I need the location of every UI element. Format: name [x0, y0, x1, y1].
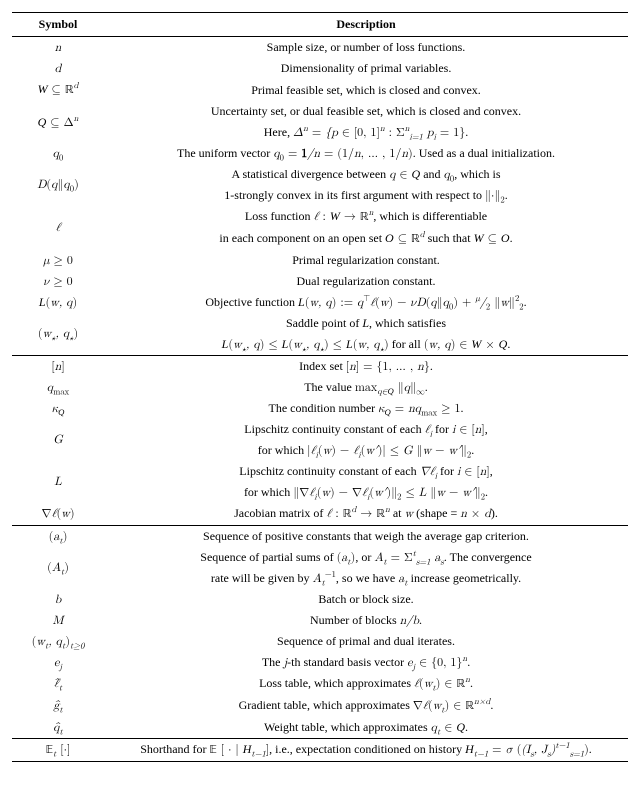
table-row: G Lipschitz continuity constant of each … [12, 419, 628, 440]
table-row: q0 The uniform vector q0 = 1/n = (1/n, …… [12, 143, 628, 164]
table-row: κQ The condition number κQ = nqmax ≥ 1. [12, 398, 628, 419]
table-row: Q ⊆ Δn Uncertainty set, or dual feasible… [12, 101, 628, 122]
desc-cell: Sample size, or number of loss functions… [104, 37, 628, 59]
desc-cell: Batch or block size. [104, 589, 628, 610]
table-row: d Dimensionality of primal variables. [12, 58, 628, 79]
table-row: μ ≥ 0 Primal regularization constant. [12, 250, 628, 271]
table-row: Here, Δn = {p ∈ [0, 1]n : Σni=1 pi = 1}. [12, 122, 628, 143]
table-row: (at) Sequence of positive constants that… [12, 526, 628, 547]
table-row: n Sample size, or number of loss functio… [12, 37, 628, 59]
table-row: M Number of blocks n/b. [12, 610, 628, 631]
desc-cell: Dimensionality of primal variables. [104, 58, 628, 79]
table-row: ℓ̂t Loss table, which approximates ℓ(wt)… [12, 673, 628, 695]
table-row: ĝt Gradient table, which approximates ∇ℓ… [12, 695, 628, 717]
table-row: for which ∥∇ℓi(w) − ∇ℓi(w′)∥2 ≤ L ∥w − w… [12, 482, 628, 503]
header-symbol: Symbol [12, 13, 104, 37]
table-row: ℓ Loss function ℓ : W → ℝn, which is dif… [12, 206, 628, 228]
table-row: (wt, qt)t≥0 Sequence of primal and dual … [12, 631, 628, 652]
header-description: Description [104, 13, 628, 37]
table-row: [n] Index set [n] = {1, … , n}. [12, 356, 628, 377]
table-row: q̂t Weight table, which approximates qt … [12, 717, 628, 739]
symbol-cell: n [12, 37, 104, 59]
table-row: in each component on an open set O ⊆ ℝd … [12, 228, 628, 250]
table-row: 1-strongly convex in its first argument … [12, 185, 628, 206]
table-row: L(w, q) Objective function L(w, q) := q⊤… [12, 292, 628, 313]
desc-cell: Sequence of positive constants that weig… [104, 526, 628, 547]
table-row: ∇ℓ(w) Jacobian matrix of ℓ : ℝd → ℝn at … [12, 503, 628, 526]
table-row: qmax The value maxq∈Q ∥q∥∞. [12, 377, 628, 398]
desc-cell: Primal feasible set, which is closed and… [104, 79, 628, 101]
table-row: (w⋆, q⋆) Saddle point of L, which satisf… [12, 313, 628, 334]
desc-cell: Sequence of primal and dual iterates. [104, 631, 628, 652]
desc-cell: Uncertainty set, or dual feasible set, w… [104, 101, 628, 122]
table-body: n Sample size, or number of loss functio… [12, 37, 628, 762]
table-row: W ⊆ ℝd Primal feasible set, which is clo… [12, 79, 628, 101]
table-row: (At) Sequence of partial sums of (at), o… [12, 547, 628, 568]
table-row: 𝔼t [·] Shorthand for 𝔼 [ · | Ht−1], i.e.… [12, 739, 628, 762]
notation-table: Symbol Description n Sample size, or num… [12, 12, 628, 762]
table-row: D(q∥q0) A statistical divergence between… [12, 164, 628, 185]
table-row: b Batch or block size. [12, 589, 628, 610]
desc-cell: Dual regularization constant. [104, 271, 628, 292]
table-row: for which |ℓi(w) − ℓi(w′)| ≤ G ∥w − w′∥2… [12, 440, 628, 461]
table-row: L(w⋆, q) ≤ L(w⋆, q⋆) ≤ L(w, q⋆) for all … [12, 334, 628, 356]
table-row: ej The j-th standard basis vector ej ∈ {… [12, 652, 628, 673]
table-row: L Lipschitz continuity constant of each … [12, 461, 628, 482]
table-row: rate will be given by At−1, so we have a… [12, 568, 628, 589]
desc-cell: Primal regularization constant. [104, 250, 628, 271]
table-row: ν ≥ 0 Dual regularization constant. [12, 271, 628, 292]
